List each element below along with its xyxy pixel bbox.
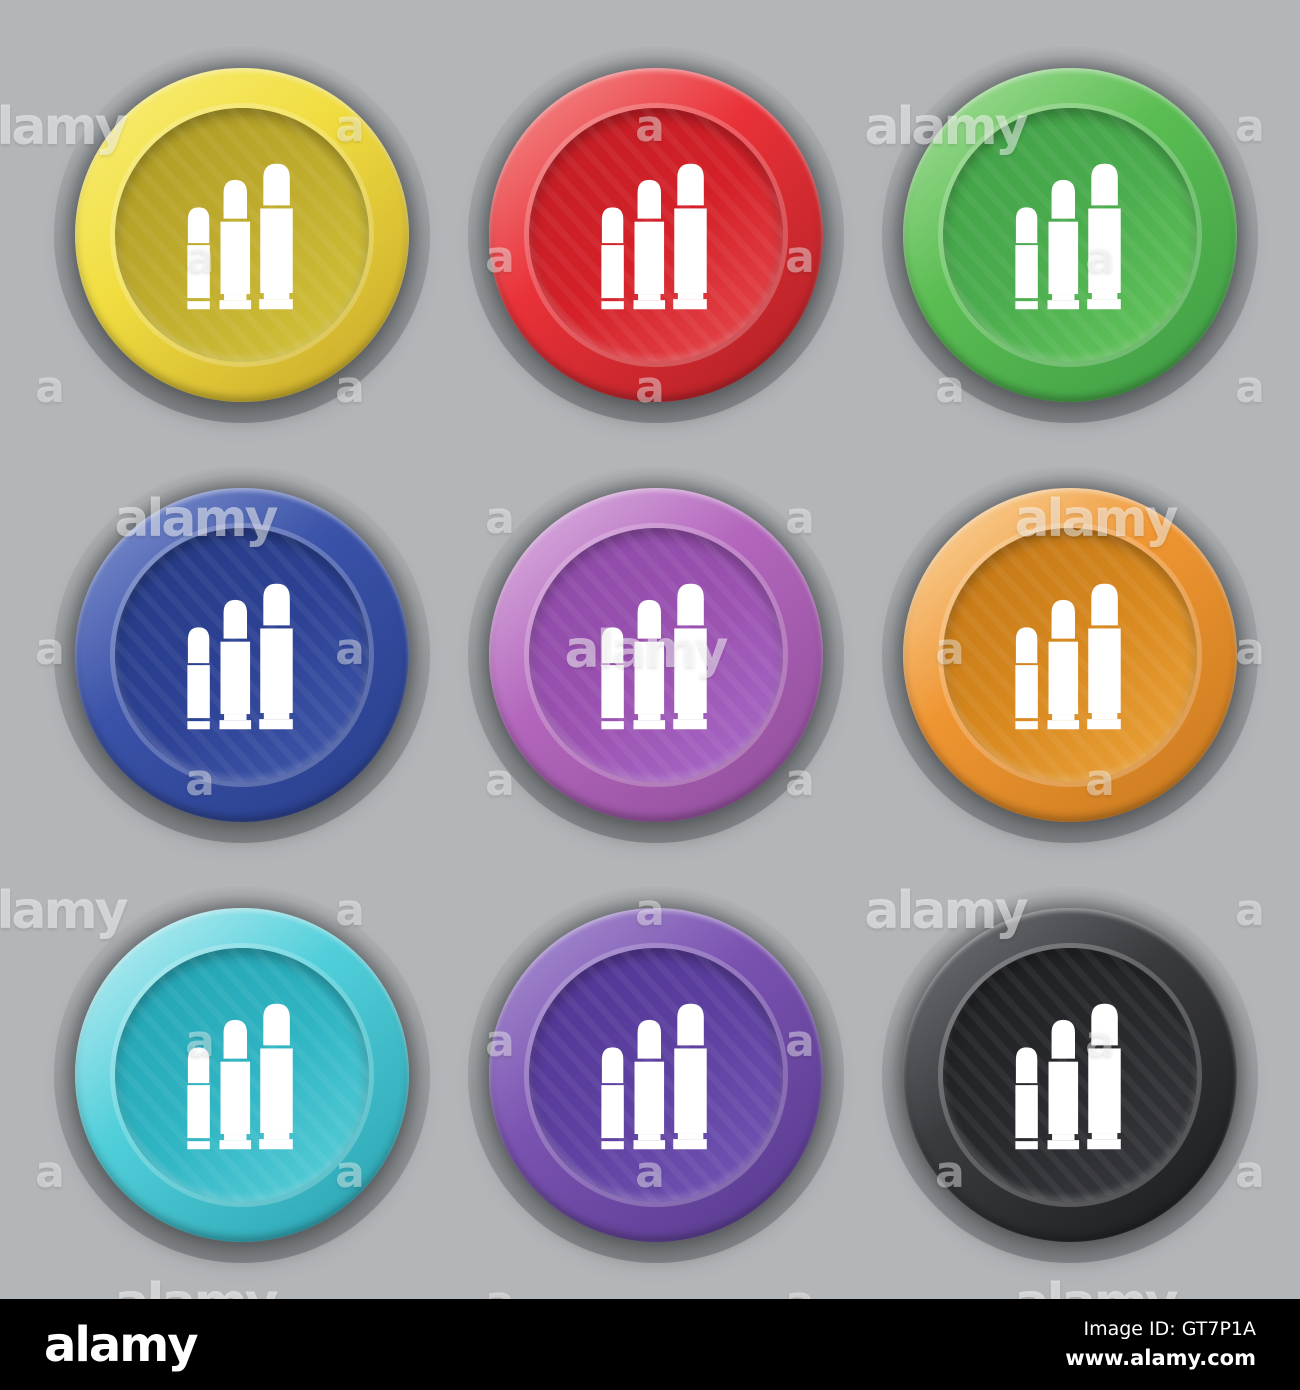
- round-button-black[interactable]: [903, 908, 1237, 1242]
- bullets-icon: [187, 1003, 293, 1149]
- bullets-icon: [187, 163, 293, 309]
- button-inner-circle: [529, 528, 783, 782]
- button-cell-cyan: [52, 885, 432, 1265]
- alamy-logo: alamy: [44, 1316, 199, 1373]
- button-cell-orchid: [466, 465, 846, 845]
- button-cell-red: [466, 45, 846, 425]
- button-inner-circle: [529, 108, 783, 362]
- button-cell-yellow: [52, 45, 432, 425]
- button-inner-circle: [943, 528, 1197, 782]
- button-cell-blue: [52, 465, 432, 845]
- button-cell-orange: [880, 465, 1260, 845]
- button-cell-green: [880, 45, 1260, 425]
- bullets-icon: [187, 583, 293, 729]
- image-id-text: Image ID: GT7P1A: [1083, 1317, 1256, 1340]
- bullets-icon: [1015, 163, 1121, 309]
- button-inner-circle: [943, 108, 1197, 362]
- button-inner-circle: [115, 948, 369, 1202]
- footer-bar: alamy Image ID: GT7P1A www.alamy.com: [0, 1299, 1300, 1390]
- bullets-icon: [601, 1003, 707, 1149]
- round-button-orange[interactable]: [903, 488, 1237, 822]
- button-inner-circle: [115, 528, 369, 782]
- button-inner-circle: [115, 108, 369, 362]
- bullets-icon: [1015, 1003, 1121, 1149]
- round-button-red[interactable]: [489, 68, 823, 402]
- round-button-orchid[interactable]: [489, 488, 823, 822]
- round-button-cyan[interactable]: [75, 908, 409, 1242]
- button-cell-black: [880, 885, 1260, 1265]
- bullets-icon: [1015, 583, 1121, 729]
- alamy-url-text: www.alamy.com: [1065, 1346, 1256, 1371]
- round-button-violet[interactable]: [489, 908, 823, 1242]
- round-button-blue[interactable]: [75, 488, 409, 822]
- bullets-icon: [601, 163, 707, 309]
- round-button-green[interactable]: [903, 68, 1237, 402]
- button-inner-circle: [529, 948, 783, 1202]
- round-button-yellow[interactable]: [75, 68, 409, 402]
- button-inner-circle: [943, 948, 1197, 1202]
- footer-meta: Image ID: GT7P1A www.alamy.com: [1065, 1316, 1256, 1374]
- bullets-icon: [601, 583, 707, 729]
- button-cell-violet: [466, 885, 846, 1265]
